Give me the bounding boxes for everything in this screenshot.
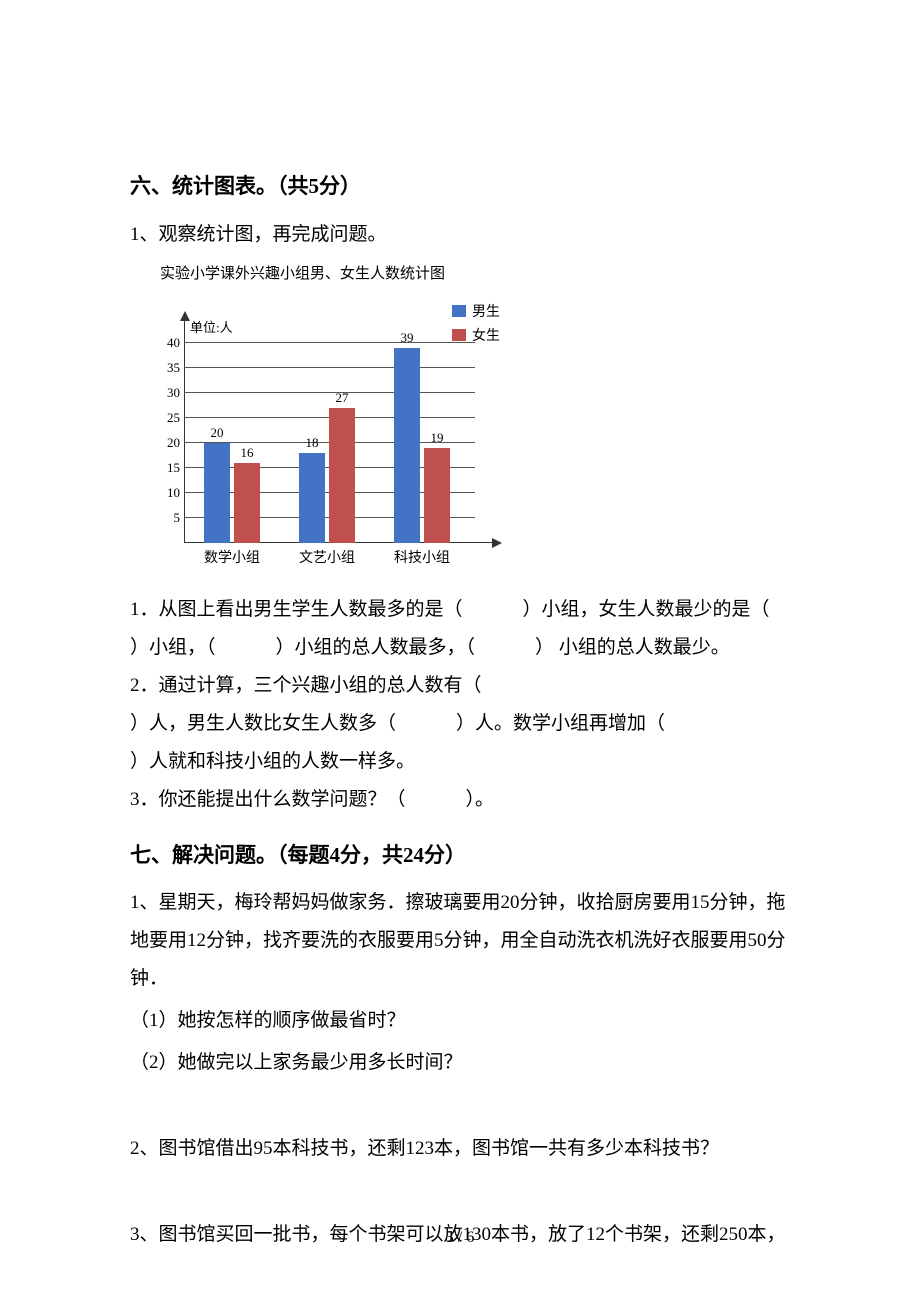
y-tick-label: 35	[160, 360, 180, 376]
y-tick-label: 15	[160, 460, 180, 476]
sub3-b: ）。	[466, 789, 495, 810]
y-tick-label: 30	[160, 385, 180, 401]
page-current: 3	[446, 1229, 454, 1246]
y-axis-arrow	[180, 311, 190, 321]
bar-female-label: 27	[329, 390, 355, 406]
bar-female: 16	[234, 463, 260, 543]
y-tick-label: 5	[160, 510, 180, 526]
legend-male: 男生	[452, 301, 500, 321]
bar-male-label: 18	[299, 435, 325, 451]
sub1-c: ）小组，（	[130, 637, 216, 658]
sub2-a: 2．通过计算，三个兴趣小组的总人数有（	[130, 675, 482, 696]
legend-male-label: 男生	[472, 301, 500, 321]
sub1-a: 1．从图上看出男生学生人数最多的是（	[130, 599, 463, 620]
section-7-title: 七、解决问题。（每题4分，共24分）	[130, 839, 790, 873]
section-6-title: 六、统计图表。（共5分）	[130, 170, 790, 204]
y-tick-label: 40	[160, 335, 180, 351]
x-tick-label: 科技小组	[382, 547, 462, 567]
y-tick-label: 25	[160, 410, 180, 426]
sub-q2: 2．通过计算，三个兴趣小组的总人数有（	[130, 667, 790, 705]
sub1-d: ）小组的总人数最多，（	[276, 637, 476, 658]
y-tick-label: 20	[160, 435, 180, 451]
x-tick-label: 数学小组	[192, 547, 272, 567]
x-axis-arrow	[492, 538, 502, 548]
sub-q1: 1．从图上看出男生学生人数最多的是（ ）小组，女生人数最少的是（	[130, 591, 790, 629]
sub2-b: ）人，男生人数比女生人数多（	[130, 713, 396, 734]
bar-chart: 男生 女生 单位:人 510152025303540 201618273919 …	[160, 291, 500, 581]
sub-q2-line2: ）人，男生人数比女生人数多（ ）人。数学小组再增加（	[130, 705, 790, 743]
legend-female-swatch	[452, 329, 466, 341]
x-tick-label: 文艺小组	[287, 547, 367, 567]
y-tick-label: 10	[160, 485, 180, 501]
bar-male: 39	[394, 348, 420, 543]
bar-female-label: 16	[234, 445, 260, 461]
bar-male-label: 20	[204, 425, 230, 441]
sub3-a: 3．你还能提出什么数学问题？（	[130, 789, 406, 810]
s7-q1-sub2: （2）她做完以上家务最少用多长时间？	[130, 1044, 790, 1082]
bar-female-label: 19	[424, 430, 450, 446]
chart-subtitle: 实验小学课外兴趣小组男、女生人数统计图	[160, 262, 790, 283]
sub2-d: ）人就和科技小组的人数一样多。	[130, 751, 415, 772]
q1-intro: 1、观察统计图，再完成问题。	[130, 216, 790, 254]
sub1-e: ） 小组的总人数最少。	[535, 637, 730, 658]
page-sep: /	[454, 1229, 466, 1246]
sub-q3: 3．你还能提出什么数学问题？（ ）。	[130, 781, 790, 819]
bar-male: 18	[299, 453, 325, 543]
sub2-c: ）人。数学小组再增加（	[456, 713, 665, 734]
s7-q2: 2、图书馆借出95本科技书，还剩123本，图书馆一共有多少本科技书？	[130, 1130, 790, 1168]
bar-male-label: 39	[394, 330, 420, 346]
sub-q1-line2: ）小组，（ ）小组的总人数最多，（ ） 小组的总人数最少。	[130, 629, 790, 667]
legend-female-label: 女生	[472, 325, 500, 345]
s7-q1-sub1: （1）她按怎样的顺序做最省时？	[130, 1002, 790, 1040]
page-number: 3 / 6	[0, 1229, 920, 1247]
bar-female: 27	[329, 408, 355, 543]
s7-q1: 1、星期天，梅玲帮妈妈做家务．擦玻璃要用20分钟，收拾厨房要用15分钟，拖地要用…	[130, 884, 790, 998]
y-unit-label: 单位:人	[190, 317, 233, 336]
bar-female: 19	[424, 448, 450, 543]
legend-male-swatch	[452, 305, 466, 317]
sub1-b: ）小组，女生人数最少的是（	[523, 599, 770, 620]
bars-area: 201618273919	[184, 343, 475, 543]
sub-q2-line3: ）人就和科技小组的人数一样多。	[130, 743, 790, 781]
bar-male: 20	[204, 443, 230, 543]
page-total: 6	[466, 1229, 474, 1246]
